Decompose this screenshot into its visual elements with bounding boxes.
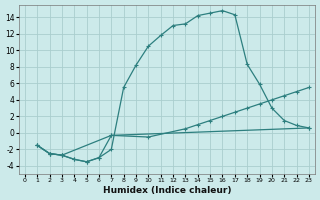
X-axis label: Humidex (Indice chaleur): Humidex (Indice chaleur)	[103, 186, 231, 195]
